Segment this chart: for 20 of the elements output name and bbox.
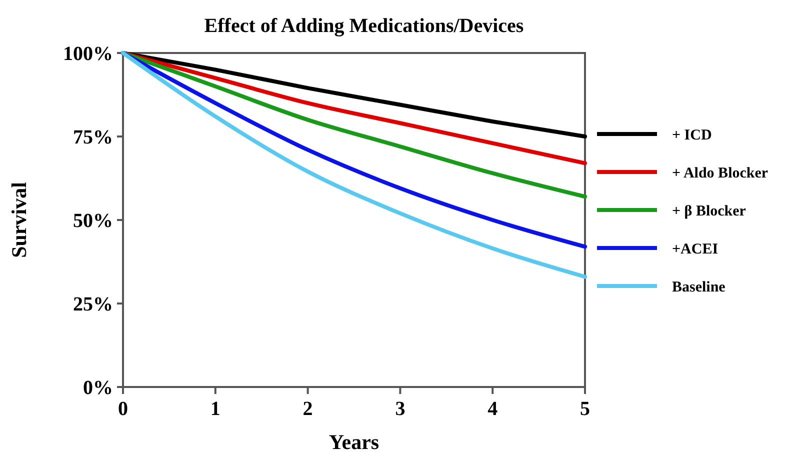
y-tick-label: 100% xyxy=(63,43,113,65)
y-tick-label: 0% xyxy=(83,377,113,399)
x-axis-title: Years xyxy=(328,430,380,454)
y-tick-label: 75% xyxy=(73,126,113,148)
x-tick-label: 2 xyxy=(302,398,313,420)
line-series xyxy=(121,51,587,138)
legend-label: +ACEI xyxy=(672,241,718,258)
legend-label: Baseline xyxy=(672,279,726,296)
y-tick-label: 25% xyxy=(73,294,113,316)
x-tick-label: 0 xyxy=(118,398,128,420)
legend-label: + Aldo Blocker xyxy=(672,165,768,182)
x-tick-label: 1 xyxy=(210,398,220,420)
chart-title: Effect of Adding Medications/Devices xyxy=(204,15,524,37)
legend-label: + β Blocker xyxy=(672,203,746,220)
legend-label: + ICD xyxy=(672,127,712,144)
x-tick-label: 4 xyxy=(488,398,498,420)
x-tick-label: 3 xyxy=(395,398,406,420)
x-tick-label: 5 xyxy=(580,398,590,420)
y-tick-label: 50% xyxy=(73,210,113,232)
y-axis-title: Survival xyxy=(7,182,31,258)
